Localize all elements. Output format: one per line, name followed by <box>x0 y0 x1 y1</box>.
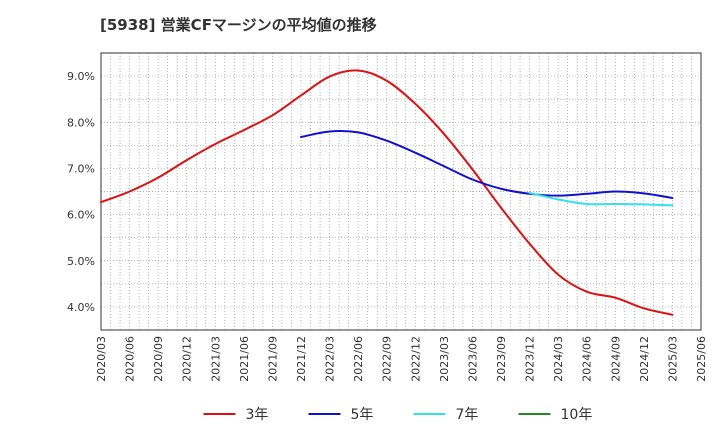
x-tick-label: 2025/03 <box>666 336 679 382</box>
y-tick-label: 9.0% <box>67 70 95 83</box>
y-tick-label: 4.0% <box>67 301 95 314</box>
x-tick-label: 2025/06 <box>695 336 708 382</box>
y-tick-label: 6.0% <box>67 209 95 222</box>
axes: 4.0% 5.0% 6.0% 7.0% 8.0% 9.0% 2020/03 2020/06 20… <box>67 52 708 382</box>
x-tick-label: 2020/09 <box>152 336 165 382</box>
series-line-3 <box>528 191 674 207</box>
x-tick-label: 2024/12 <box>638 336 651 382</box>
chart-title: [5938] 営業CFマージンの平均値の推移 <box>100 16 377 34</box>
x-tick-label: 2023/09 <box>495 336 508 382</box>
x-tick-label: 2021/06 <box>238 336 251 382</box>
x-tick-label: 2023/06 <box>466 336 479 382</box>
legend: 3年 5年 7年 10年 <box>203 407 593 423</box>
x-tick-label: 2020/03 <box>95 336 108 382</box>
series-line-1 <box>100 69 674 316</box>
x-tick-label: 2023/12 <box>524 336 537 382</box>
x-tick-label: 2022/03 <box>324 336 337 382</box>
x-tick-label: 2022/12 <box>409 336 422 382</box>
legend-label: 5年 <box>351 407 374 423</box>
x-tick-label: 2020/06 <box>124 336 137 382</box>
x-tick-label: 2020/12 <box>181 336 194 382</box>
x-tick-label: 2024/03 <box>552 336 565 382</box>
x-tick-label: 2022/09 <box>381 336 394 382</box>
x-tick-label: 2022/06 <box>352 336 365 382</box>
y-tick-label: 8.0% <box>67 116 95 129</box>
legend-label: 7年 <box>456 407 479 423</box>
series-line-2 <box>300 130 674 199</box>
legend-label: 3年 <box>246 407 269 423</box>
x-tick-label: 2023/03 <box>438 336 451 382</box>
x-tick-label: 2021/09 <box>266 336 279 382</box>
x-tick-label: 2024/06 <box>581 336 594 382</box>
y-tick-label: 5.0% <box>67 255 95 268</box>
legend-label: 10年 <box>561 407 593 423</box>
y-tick-label: 7.0% <box>67 162 95 175</box>
x-tick-label: 2024/09 <box>609 336 622 382</box>
x-tick-label: 2021/03 <box>209 336 222 382</box>
x-tick-label: 2021/12 <box>295 336 308 382</box>
plot-frame <box>100 52 702 331</box>
series-lines <box>100 69 674 316</box>
